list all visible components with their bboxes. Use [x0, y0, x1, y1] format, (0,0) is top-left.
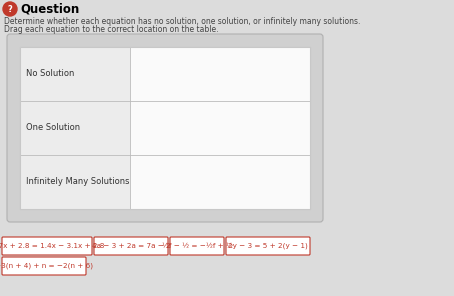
- Bar: [130, 101, 310, 155]
- Text: ½f − ½ = −½f + ½: ½f − ½ = −½f + ½: [162, 243, 232, 249]
- Text: -1.7x + 2.8 = 1.4x − 3.1x + 2.8: -1.7x + 2.8 = 1.4x − 3.1x + 2.8: [0, 243, 105, 249]
- Text: ?: ?: [8, 4, 12, 14]
- FancyBboxPatch shape: [2, 257, 86, 275]
- Bar: [20, 47, 310, 209]
- Text: Question: Question: [20, 2, 79, 15]
- FancyBboxPatch shape: [94, 237, 168, 255]
- Text: One Solution: One Solution: [26, 123, 80, 133]
- Bar: [20, 155, 130, 209]
- FancyBboxPatch shape: [226, 237, 310, 255]
- Text: 2y − 3 = 5 + 2(y − 1): 2y − 3 = 5 + 2(y − 1): [228, 243, 308, 249]
- FancyBboxPatch shape: [2, 237, 92, 255]
- Bar: [20, 47, 130, 101]
- Bar: [20, 101, 130, 155]
- Text: Determine whether each equation has no solution, one solution, or infinitely man: Determine whether each equation has no s…: [4, 17, 360, 25]
- FancyBboxPatch shape: [170, 237, 224, 255]
- FancyBboxPatch shape: [7, 34, 323, 222]
- Text: Drag each equation to the correct location on the table.: Drag each equation to the correct locati…: [4, 25, 218, 35]
- Bar: [130, 155, 310, 209]
- Bar: [130, 47, 310, 101]
- Text: 4a − 3 + 2a = 7a − 2: 4a − 3 + 2a = 7a − 2: [92, 243, 170, 249]
- Text: Infinitely Many Solutions: Infinitely Many Solutions: [26, 178, 129, 186]
- Bar: [20, 47, 310, 209]
- Circle shape: [3, 2, 17, 16]
- Text: −3(n + 4) + n = −2(n + 6): −3(n + 4) + n = −2(n + 6): [0, 263, 93, 269]
- Text: No Solution: No Solution: [26, 70, 74, 78]
